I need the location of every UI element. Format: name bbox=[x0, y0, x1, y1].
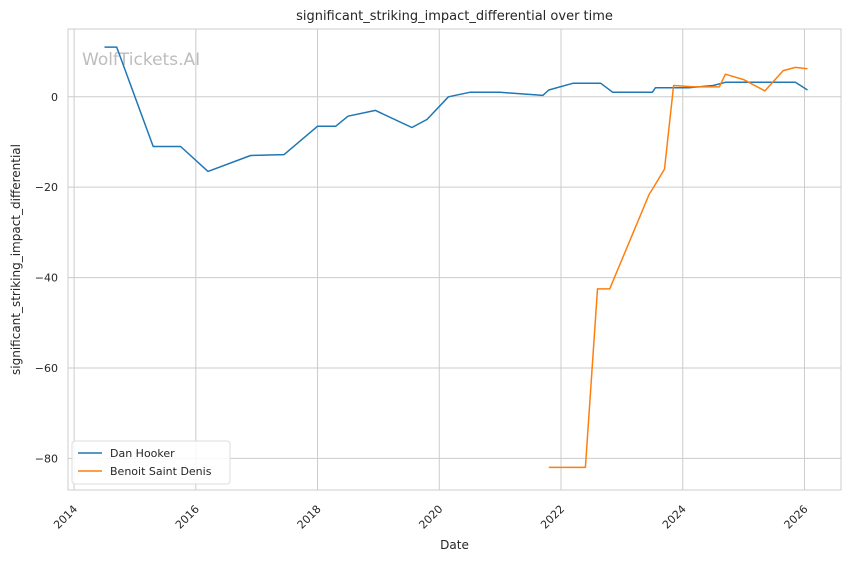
watermark-text: WolfTickets.AI bbox=[82, 50, 200, 70]
plot-area-frame bbox=[67, 28, 842, 491]
chart-title: significant_striking_impact_differential… bbox=[296, 9, 613, 24]
legend-box bbox=[71, 440, 231, 485]
y-tick-label: −40 bbox=[35, 272, 58, 285]
legend-label: Benoit Saint Denis bbox=[110, 465, 212, 478]
x-axis-label: Date bbox=[440, 538, 469, 552]
y-tick-label: 0 bbox=[51, 91, 58, 104]
legend-label: Dan Hooker bbox=[110, 447, 175, 460]
y-tick-label: −20 bbox=[35, 181, 58, 194]
series-lines bbox=[104, 46, 808, 469]
series-line-dan-hooker bbox=[104, 46, 808, 173]
series-line-benoit-saint-denis bbox=[548, 66, 808, 469]
y-tick-label: −60 bbox=[35, 362, 58, 375]
chart-legend: Dan Hooker Benoit Saint Denis bbox=[71, 440, 231, 485]
y-axis-label: significant_striking_impact_differential bbox=[9, 144, 23, 375]
y-tick-label: −80 bbox=[35, 452, 58, 465]
